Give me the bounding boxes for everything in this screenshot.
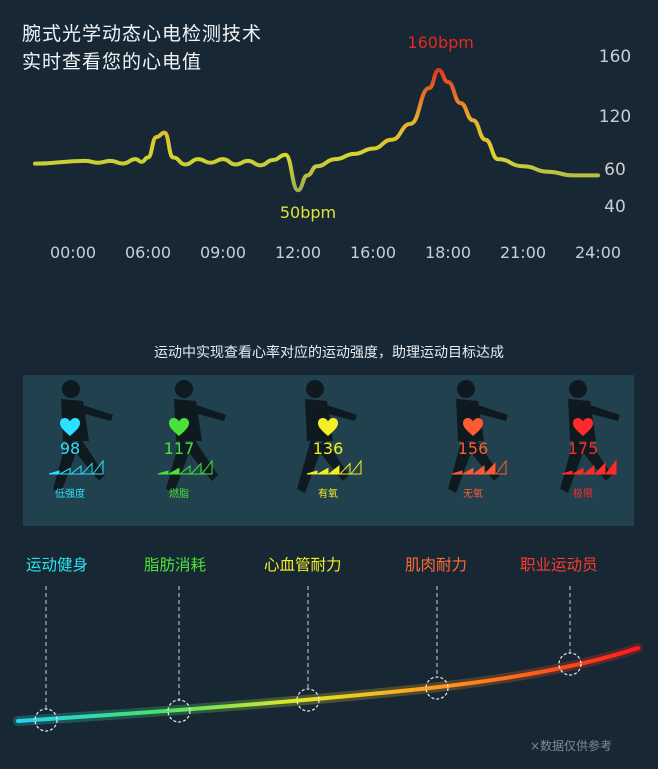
- zone-bpm: 175: [567, 439, 599, 458]
- stage-fitness: 运动健身: [26, 556, 89, 574]
- intensity-bar: [494, 459, 507, 475]
- zone-label: 燃脂: [169, 489, 189, 500]
- stage-curve: [16, 646, 640, 723]
- intensity-bar: [572, 467, 584, 475]
- intensity-bar: [317, 467, 329, 475]
- intensity-bar: [80, 462, 93, 475]
- zone-card-anaerobic: 156 无氧: [416, 375, 526, 526]
- intensity-bar: [157, 470, 169, 475]
- y-tick-label: 160: [599, 47, 631, 67]
- intensity-bar: [48, 470, 60, 475]
- intensity-bar: [306, 470, 318, 475]
- heart-icon: [463, 418, 483, 436]
- stage-marker: [558, 652, 582, 676]
- heart-icon: [60, 418, 80, 436]
- zone-bpm: 156: [457, 439, 489, 458]
- intensity-bar: [91, 459, 104, 475]
- intensity-bar: [69, 464, 82, 475]
- zone-label: 极限: [573, 489, 593, 500]
- stage-marker: [425, 676, 449, 700]
- heart-icon: [318, 418, 338, 436]
- x-tick-label: 24:00: [575, 243, 621, 262]
- page-title: 腕式光学动态心电检测技术 实时查看您的心电值: [22, 20, 262, 76]
- intensity-bars: [306, 459, 362, 475]
- intensity-bar: [59, 467, 71, 475]
- stage-pro-athlete: 职业运动员: [520, 556, 598, 574]
- stage-cardio-endurance: 心血管耐力: [264, 556, 342, 574]
- zones-subtitle: 运动中实现查看心率对应的运动强度，助理运动目标达成: [154, 345, 504, 361]
- intensity-bar: [168, 467, 180, 475]
- heart-icon: [573, 418, 593, 436]
- zone-bpm: 98: [59, 439, 81, 458]
- intensity-bars: [48, 459, 104, 475]
- x-tick-label: 09:00: [200, 243, 246, 262]
- stage-marker: [167, 699, 191, 723]
- intensity-bar: [349, 459, 362, 475]
- heart-icon: [169, 418, 189, 436]
- x-tick-label: 21:00: [500, 243, 546, 262]
- y-tick-label: 120: [599, 107, 631, 127]
- intensity-bar: [472, 464, 485, 475]
- intensity-bar: [200, 459, 213, 475]
- intensity-bars: [561, 459, 617, 475]
- zone-label: 低强度: [55, 489, 85, 500]
- data-disclaimer: ×数据仅供参考: [529, 739, 612, 753]
- low-annotation: 50bpm: [280, 203, 336, 222]
- zone-card-extreme: 175 极限: [528, 375, 638, 526]
- intensity-bar: [483, 462, 496, 475]
- stage-fat-loss: 脂肪消耗: [144, 556, 207, 574]
- runner-figure: [53, 380, 113, 493]
- intensity-bar: [338, 462, 351, 475]
- stage-muscle-endurance: 肌肉耐力: [405, 556, 468, 574]
- intensity-bar: [178, 464, 191, 475]
- intensity-bars: [157, 459, 213, 475]
- y-tick-label: 40: [604, 197, 626, 217]
- heart-rate-series-line: [33, 68, 600, 193]
- x-tick-label: 12:00: [275, 243, 321, 262]
- intensity-bars: [451, 459, 507, 475]
- zone-card-fat-burn: 117 燃脂: [154, 375, 264, 526]
- stage-marker: [296, 688, 320, 712]
- x-tick-label: 18:00: [425, 243, 471, 262]
- x-tick-label: 16:00: [350, 243, 396, 262]
- zone-label: 无氧: [463, 489, 483, 500]
- title-line-2: 实时查看您的心电值: [22, 51, 203, 73]
- heart-rate-chart: 160 120 60 40 00:00 06:00 09:00 12:00 16:00 18:00…: [33, 33, 631, 262]
- zone-card-aerobic: 136 有氧: [285, 375, 395, 526]
- intensity-panel: 98 低强度 117 燃脂 136 有氧 156 无氧 175 极限: [23, 375, 634, 526]
- zone-card-low: 98 低强度: [41, 375, 151, 526]
- zone-label: 有氧: [318, 489, 338, 500]
- intensity-bar: [582, 464, 595, 475]
- x-tick-label: 06:00: [125, 243, 171, 262]
- stage-curve-glow: [13, 643, 643, 726]
- intensity-bar: [593, 462, 606, 475]
- intensity-bar: [189, 462, 202, 475]
- zone-bpm: 136: [312, 439, 344, 458]
- intensity-bar: [327, 464, 340, 475]
- title-line-1: 腕式光学动态心电检测技术: [22, 23, 263, 45]
- peak-annotation: 160bpm: [407, 33, 473, 52]
- intensity-bar: [604, 459, 617, 475]
- y-tick-label: 60: [604, 160, 626, 180]
- stage-marker: [34, 708, 58, 732]
- intensity-bar: [451, 470, 463, 475]
- zone-bpm: 117: [163, 439, 195, 458]
- intensity-bar: [462, 467, 474, 475]
- x-tick-label: 00:00: [50, 243, 96, 262]
- intensity-bar: [561, 470, 573, 475]
